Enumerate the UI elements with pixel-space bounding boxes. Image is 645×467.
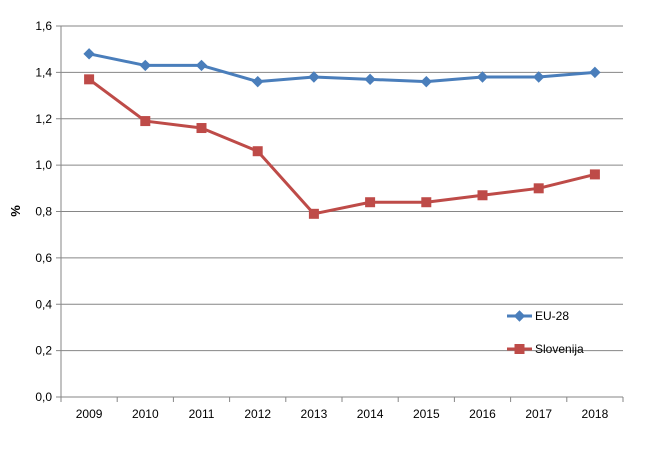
- x-tick-label: 2014: [357, 407, 384, 421]
- data-point: [365, 197, 376, 208]
- data-point: [421, 197, 432, 208]
- x-tick-label: 2009: [76, 407, 103, 421]
- y-axis-ticks: 0,0 0,2 0,4 0,6 0,8 1,0 1,2 1,4 1,6: [35, 19, 52, 404]
- series-group: [83, 48, 601, 219]
- legend-label: Slovenija: [535, 342, 584, 356]
- series-0: [83, 48, 601, 88]
- data-point: [251, 75, 264, 88]
- x-tick-label: 2013: [301, 407, 328, 421]
- series-1: [84, 74, 600, 219]
- gridlines: [61, 25, 623, 352]
- y-tick-label: 0,0: [35, 390, 52, 404]
- y-tick-label: 1,2: [35, 112, 52, 126]
- y-tick-label: 1,0: [35, 158, 52, 172]
- data-point: [589, 66, 601, 79]
- data-point: [140, 116, 151, 127]
- y-tick-label: 1,4: [35, 65, 52, 79]
- y-tick-label: 0,4: [35, 297, 52, 311]
- y-tick-label: 1,6: [35, 19, 52, 33]
- data-point: [532, 71, 545, 83]
- data-point: [252, 146, 263, 157]
- series-line: [88, 52, 596, 84]
- legend-item: Slovenija: [507, 342, 584, 356]
- data-point: [308, 208, 319, 219]
- x-tick-label: 2015: [413, 407, 440, 421]
- data-point: [589, 169, 600, 180]
- legend-marker: [513, 310, 526, 322]
- data-point: [139, 59, 152, 72]
- y-tick-label: 0,6: [35, 251, 52, 265]
- legend-label: EU-28: [535, 309, 569, 323]
- x-axis-ticks: 2009 2010 2011 2012 2013 2014 2015 2016 2017 2018: [76, 407, 609, 421]
- legend-item: EU-28: [507, 309, 569, 323]
- legend: EU-28 Slovenija: [507, 309, 584, 356]
- data-point: [364, 73, 376, 86]
- data-point: [84, 74, 95, 85]
- x-tick-label: 2011: [189, 407, 215, 421]
- data-point: [308, 71, 320, 83]
- data-point: [476, 71, 489, 83]
- data-point: [195, 59, 208, 72]
- x-tick-label: 2012: [244, 407, 271, 421]
- x-tick-label: 2010: [132, 407, 159, 421]
- data-point: [83, 48, 95, 60]
- y-tick-label: 0,8: [35, 205, 52, 219]
- x-tick-label: 2018: [582, 407, 609, 421]
- y-axis-label: %: [8, 205, 23, 217]
- data-point: [533, 183, 544, 194]
- series-line: [88, 78, 596, 216]
- axes: [56, 25, 624, 402]
- x-tick-label: 2016: [469, 407, 496, 421]
- y-tick-label: 0,2: [35, 344, 52, 358]
- data-point: [420, 75, 433, 88]
- x-tick-label: 2017: [525, 407, 552, 421]
- legend-marker: [514, 344, 525, 354]
- data-point: [477, 190, 488, 201]
- data-point: [196, 123, 207, 134]
